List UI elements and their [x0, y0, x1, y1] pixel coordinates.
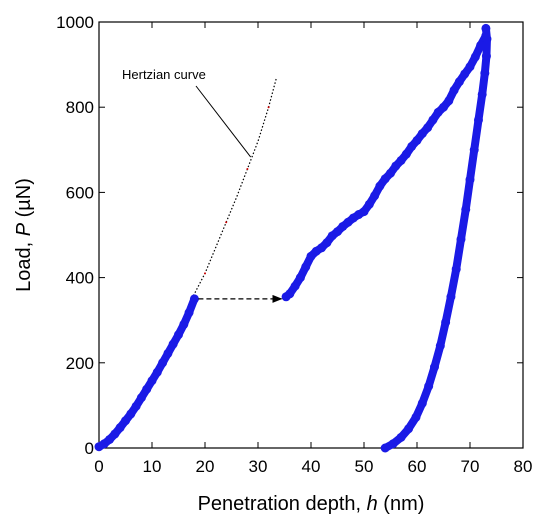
data-point [174, 330, 183, 340]
data-point [407, 141, 417, 151]
data-point [110, 429, 120, 439]
x-tick-label: 70 [461, 457, 480, 476]
data-point [401, 149, 411, 159]
data-point [396, 155, 406, 165]
data-point [375, 181, 385, 191]
data-point [481, 23, 491, 33]
data-point [439, 102, 448, 112]
data-point [423, 123, 433, 133]
data-point [460, 69, 470, 79]
data-point [470, 52, 480, 62]
x-tick-label: 20 [196, 457, 215, 476]
x-axis-label: Penetration depth, h (nm) [198, 493, 425, 515]
data-point [469, 145, 479, 155]
data-point [370, 191, 380, 201]
data-point [441, 317, 451, 327]
data-point [454, 77, 464, 87]
data-segment-1 [95, 294, 199, 451]
data-point [482, 34, 492, 44]
hertzian-curve-label: Hertzian curve [122, 67, 206, 82]
data-point [396, 432, 406, 442]
x-tick-label: 40 [302, 457, 321, 476]
annotation-layer: Hertzian curve [122, 67, 283, 303]
hertzian-curve-line [191, 77, 278, 300]
y-tick-label: 0 [85, 439, 94, 458]
data-point [429, 362, 439, 372]
data-point [131, 401, 141, 411]
data-point [435, 341, 445, 351]
data-point [461, 204, 471, 214]
y-tick-label: 1000 [56, 13, 94, 32]
data-point [473, 115, 483, 125]
data-point [179, 319, 189, 329]
data-point [295, 273, 305, 283]
data-point [184, 308, 194, 318]
data-point [446, 292, 456, 302]
data-point [163, 348, 173, 358]
data-point [142, 384, 152, 394]
data-point [451, 264, 461, 274]
data-point [359, 207, 369, 217]
hertzian-curve-point [246, 167, 249, 170]
data-point [481, 51, 491, 61]
data-point [290, 281, 300, 291]
data-point [465, 175, 475, 185]
x-tick-label: 60 [408, 457, 427, 476]
data-point [428, 115, 438, 125]
data-point [126, 409, 136, 419]
data-point [417, 129, 427, 139]
hertzian-curve-point [225, 221, 228, 224]
data-point [477, 89, 487, 99]
data-point [411, 412, 421, 422]
x-tick-label: 80 [514, 457, 533, 476]
data-point [480, 68, 490, 78]
y-tick-label: 400 [66, 269, 94, 288]
data-point [152, 367, 162, 377]
axis-ticks [98, 21, 524, 449]
data-point [386, 168, 395, 178]
data-point [285, 289, 295, 299]
data-point [301, 262, 311, 272]
hertzian-curve-point [204, 272, 206, 275]
y-axis-label: Load, P (µN) [13, 178, 35, 292]
data-point [380, 443, 390, 453]
data-point [417, 398, 427, 408]
data-point [322, 238, 332, 248]
x-tick-label: 50 [355, 457, 374, 476]
data-point [404, 424, 414, 434]
data-point [444, 96, 454, 106]
data-point [364, 199, 374, 209]
y-tick-label: 800 [66, 98, 94, 117]
x-tick-label: 10 [143, 457, 162, 476]
data-point [388, 439, 398, 449]
data-point [158, 358, 168, 368]
data-segment-3 [381, 24, 491, 452]
data-point [449, 85, 459, 95]
x-tick-label: 0 [94, 457, 103, 476]
data-point [115, 423, 125, 433]
data-point [456, 234, 466, 244]
data-point [189, 294, 199, 304]
data-point [136, 393, 146, 403]
data-point [465, 62, 475, 72]
data-layer [94, 23, 492, 453]
data-point [168, 339, 178, 349]
annotation-leader-line [195, 85, 252, 158]
data-point [424, 381, 434, 391]
data-point [412, 135, 422, 145]
y-tick-label: 600 [66, 183, 94, 202]
data-point [121, 416, 130, 426]
x-tick-label: 30 [249, 457, 268, 476]
y-tick-label: 200 [66, 354, 94, 373]
data-point [147, 376, 157, 386]
hertzian-curve-point [267, 106, 270, 109]
